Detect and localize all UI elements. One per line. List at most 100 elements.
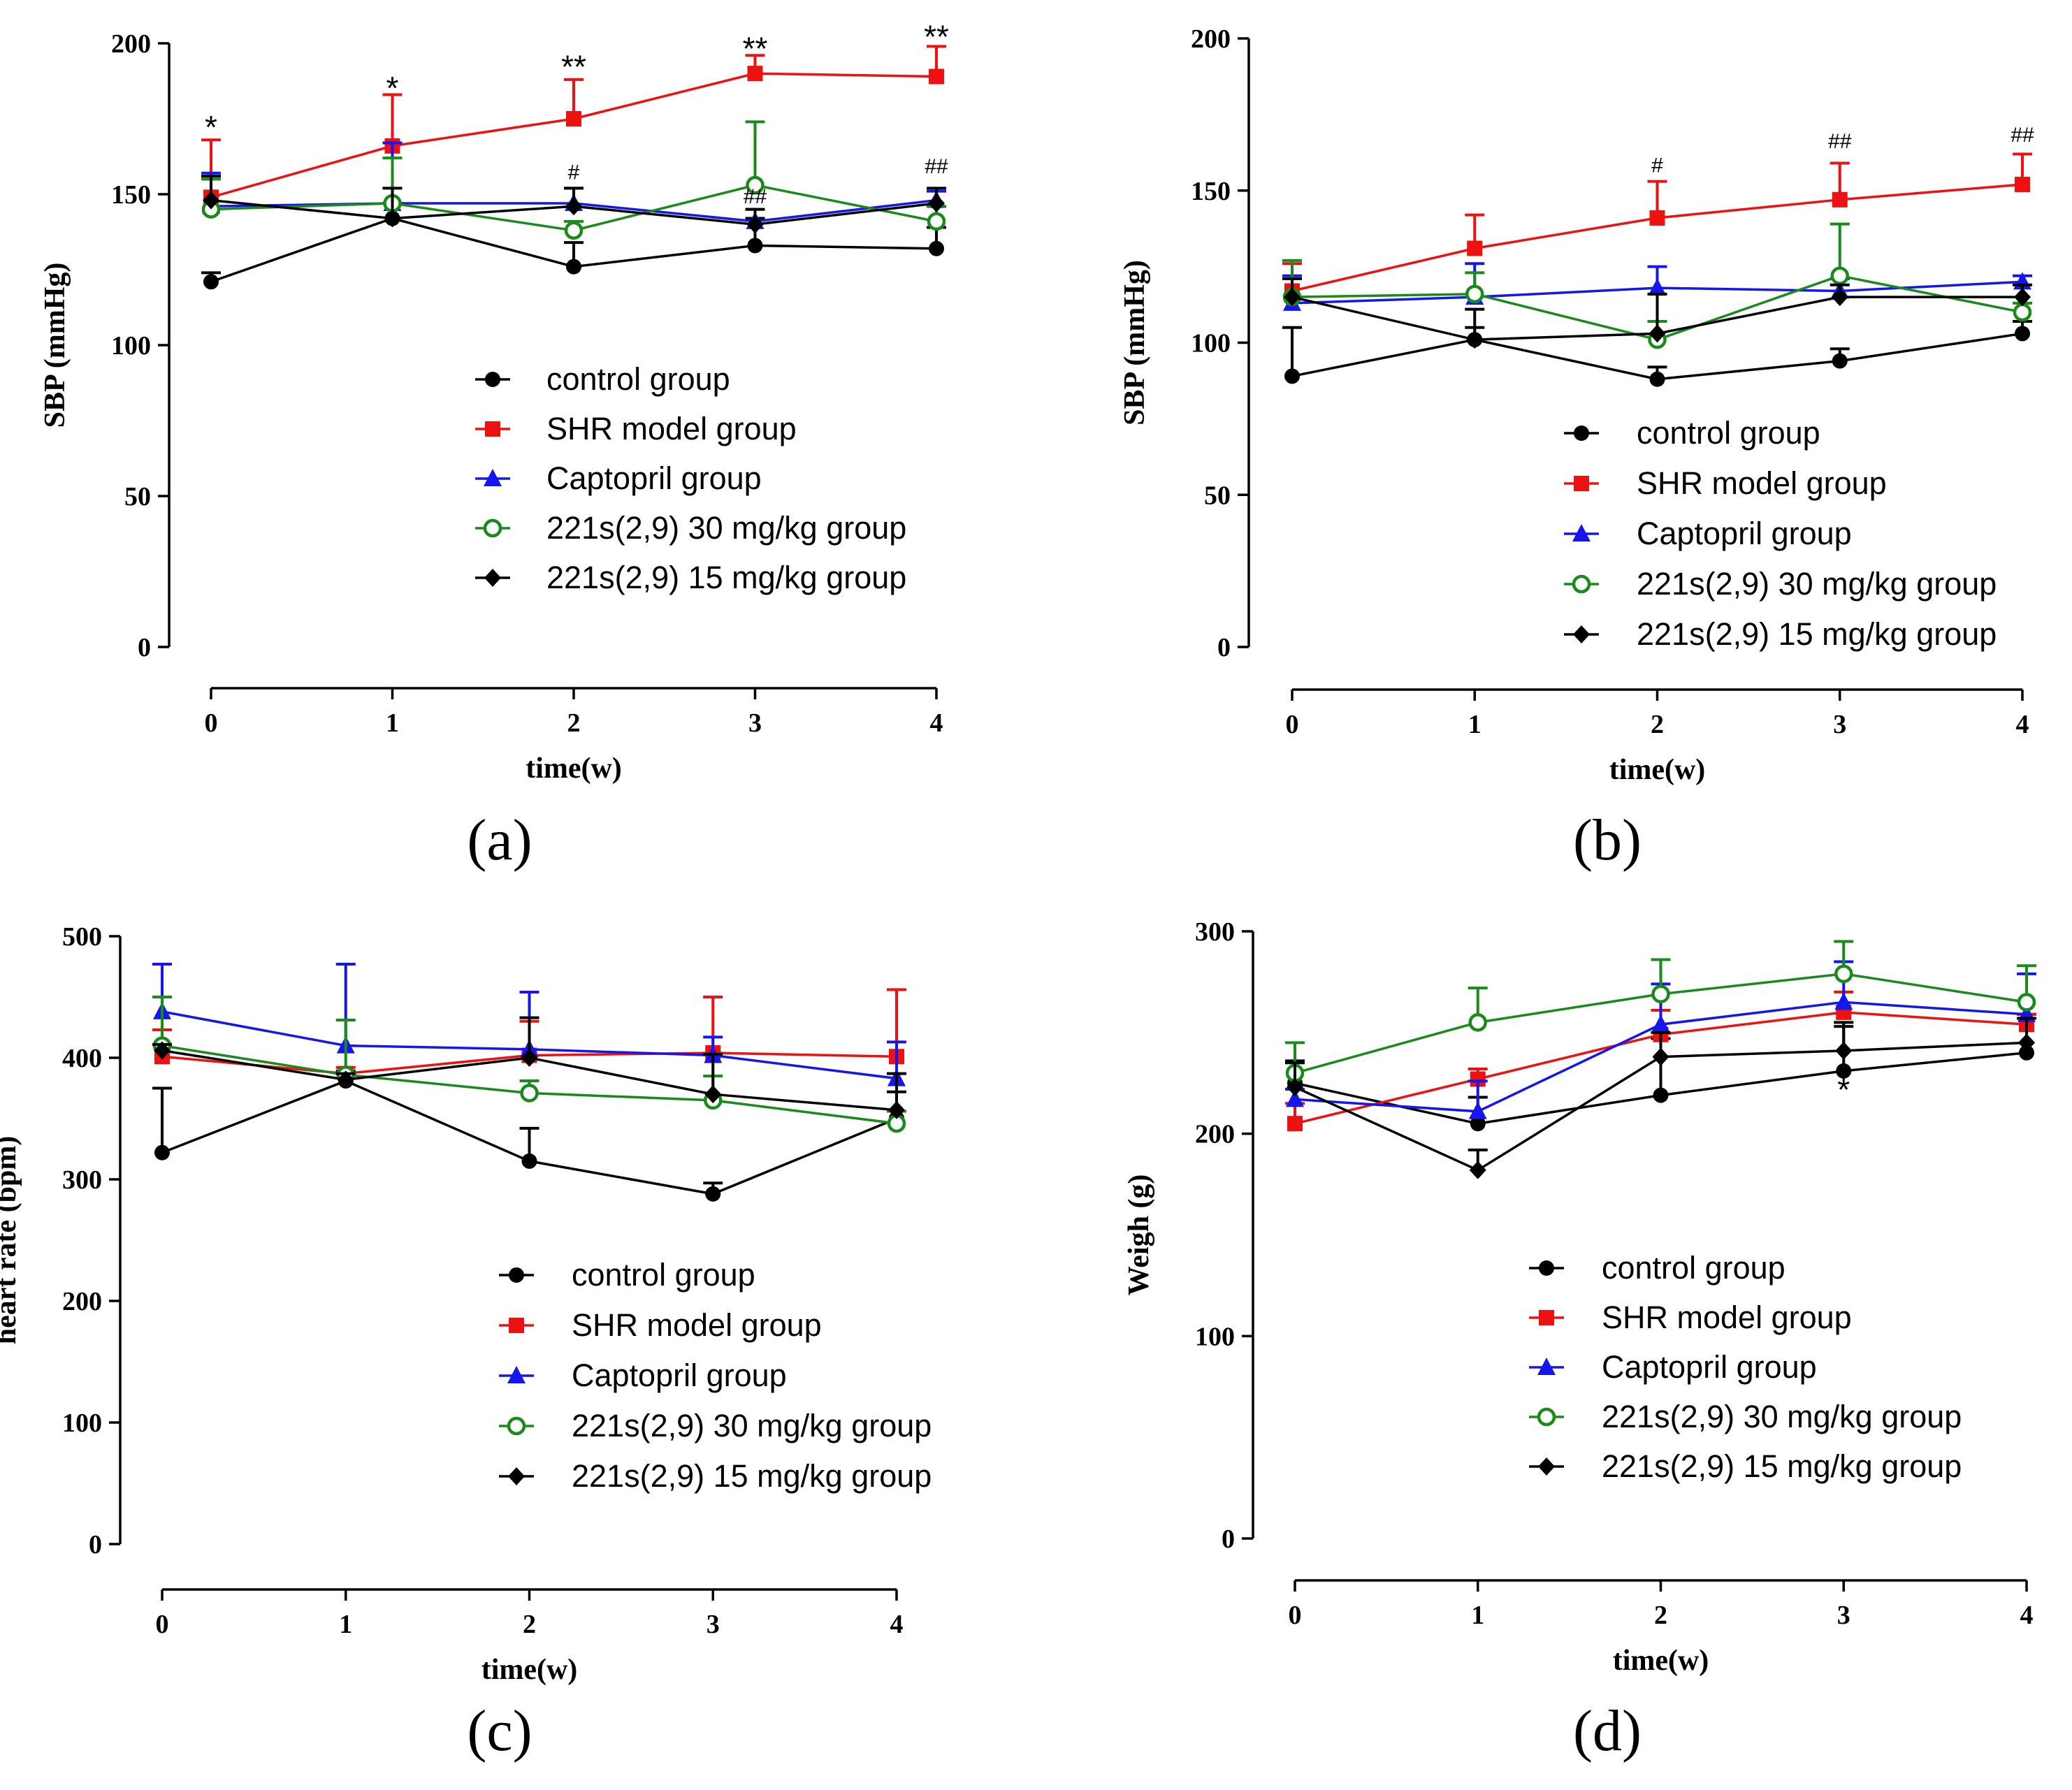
data-point [2015,177,2030,193]
panel-label: (a) [467,808,532,873]
legend-entry: Captopril group [572,1358,787,1393]
data-point [1467,240,1483,256]
y-tick-label: 300 [1195,917,1235,947]
legend-marker [507,1416,526,1436]
legend: control group SHR model group Captopril gr… [475,361,906,595]
significance-label: * [386,70,399,106]
legend-entry: 221s(2,9) 30 mg/kg group [546,510,906,546]
significance-label: ** [743,31,768,67]
significance-label: # [568,161,580,184]
chart-panel-d: 0 100 200 300 0 1 2 3 4 time(w) Weigh (g) * control … [1123,917,2036,1763]
data-point [929,68,944,85]
legend-entry: 221s(2,9) 15 mg/kg group [546,560,906,595]
panel-label: (b) [1573,808,1642,873]
data-point [1835,1041,1853,1060]
data-point [1284,368,1300,384]
data-point [521,1153,537,1169]
data-point [521,1049,538,1067]
y-tick-label: 0 [1217,633,1231,662]
y-tick-label: 50 [124,482,151,511]
data-point [1649,210,1665,226]
x-tick-label: 4 [2020,1601,2034,1630]
data-point [564,221,584,240]
legend: control group SHR model group Captopril gr… [1564,415,1997,652]
data-point [1287,1116,1303,1132]
legend-entry: 221s(2,9) 30 mg/kg group [572,1408,932,1443]
legend-marker [508,1467,525,1485]
y-tick-label: 400 [62,1044,102,1073]
data-point [203,191,219,210]
data-point [888,1100,905,1119]
x-tick-label: 1 [1471,1601,1484,1630]
data-point [1465,284,1484,304]
data-point [1832,353,1848,369]
series-dose30 [1285,940,2036,1083]
legend-entry: 221s(2,9) 15 mg/kg group [1637,616,1997,652]
data-point [1832,191,1848,208]
legend-marker [1538,1457,1555,1476]
data-point [2015,326,2030,342]
data-point [1834,992,1853,1010]
y-axis-title: heart rate (bpm) [0,1136,22,1345]
series-dose15 [1282,277,2032,349]
x-tick-label: 1 [386,708,399,738]
x-tick-label: 3 [707,1610,720,1639]
data-point [705,1186,721,1202]
data-point [746,215,764,234]
legend-entry: control group [572,1257,755,1293]
data-point [1836,1063,1852,1079]
y-axis-title: SBP (mmHg) [39,263,71,428]
data-point [1834,964,1853,984]
x-tick-label: 1 [339,1610,352,1639]
legend-entry: control group [546,361,730,397]
y-tick-label: 0 [89,1530,102,1559]
x-tick-label: 2 [1654,1601,1667,1630]
legend-marker [1573,625,1590,643]
significance-label: # [1651,154,1663,177]
data-point [1651,1014,1670,1033]
x-tick-label: 1 [1468,710,1481,739]
data-point [747,238,763,254]
significance-label: * [205,109,217,145]
data-point [1466,330,1484,349]
y-tick-label: 100 [62,1409,102,1438]
legend-marker [1572,524,1591,541]
data-point [928,194,945,212]
legend-marker [1539,1260,1554,1276]
x-tick-label: 0 [1286,710,1299,739]
y-tick-label: 100 [111,331,151,361]
legend-marker [483,518,502,538]
legend-marker [1537,1358,1556,1375]
legend-entry: Captopril group [1602,1349,1817,1385]
data-point [2019,1045,2034,1061]
series-dose15 [1285,1017,2036,1179]
data-point [384,209,401,228]
y-tick-label: 100 [1191,329,1231,358]
y-axis-title: Weigh (g) [1123,1174,1155,1296]
data-point [746,175,765,195]
significance-label: ** [561,49,586,85]
significance-label: ## [2011,124,2034,147]
data-point [929,240,944,256]
data-point [2013,303,2032,322]
data-point [1830,266,1849,285]
x-tick-label: 2 [523,1610,536,1639]
y-tick-label: 150 [111,180,151,210]
panel-label: (d) [1573,1698,1642,1763]
x-axis-title: time(w) [1613,1645,1709,1677]
legend-entry: Captopril group [1637,516,1852,551]
legend-marker [484,569,501,587]
data-point [2017,993,2036,1012]
legend-marker [485,421,500,437]
significance-label: ## [925,155,948,178]
significance-label: * [1837,1071,1850,1107]
data-point [704,1085,722,1104]
legend-marker [1539,1310,1554,1325]
data-point [1651,984,1670,1004]
data-point [1287,1078,1303,1097]
y-tick-label: 0 [1222,1525,1235,1554]
data-point [1649,371,1665,387]
data-point [747,66,763,82]
data-point [565,197,582,216]
y-tick-label: 0 [138,633,151,662]
